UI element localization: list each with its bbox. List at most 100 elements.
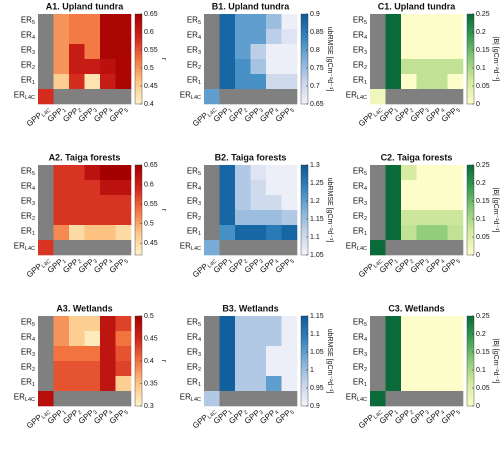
y-label-main: ER [353, 378, 364, 387]
cell [115, 225, 132, 241]
colorbar-tick-label: 0.7 [310, 83, 320, 90]
empty-cell [204, 316, 220, 332]
cell [69, 376, 85, 392]
cell [432, 14, 448, 30]
cell [266, 29, 282, 45]
y-label: ER3 [187, 348, 201, 359]
y-label-main: ER [14, 91, 25, 100]
y-label: ER3 [353, 46, 367, 57]
y-label: ERL4C [180, 393, 201, 404]
y-label-main: ER [353, 363, 364, 372]
cell [115, 29, 132, 45]
y-label: ER5 [21, 167, 35, 178]
empty-cell [250, 391, 267, 407]
empty-cell [38, 14, 54, 30]
cell [219, 14, 236, 30]
y-label: ER4 [21, 182, 35, 193]
y-label-sub: 1 [32, 382, 35, 388]
cell [281, 210, 298, 226]
x-label-sub: 2 [77, 410, 83, 417]
cell [370, 89, 386, 105]
cell [219, 316, 236, 332]
empty-cell [219, 240, 236, 256]
empty-cell [235, 391, 251, 407]
y-label: ERL4C [14, 91, 35, 102]
empty-cell [370, 316, 386, 332]
y-label-sub: 2 [32, 65, 35, 71]
cell [250, 165, 267, 181]
y-label: ERL4C [180, 242, 201, 253]
colorbar-tick-label: 1.2 [310, 198, 320, 205]
cell [385, 210, 402, 226]
cell [115, 59, 132, 75]
x-label-sub: 3 [93, 108, 99, 115]
y-label-sub: 4 [32, 186, 35, 192]
cell [53, 14, 70, 30]
x-label: GPP5 [108, 406, 130, 427]
empty-cell [370, 59, 386, 75]
cell [416, 74, 433, 90]
y-label: ERL4C [14, 242, 35, 253]
cell [219, 361, 236, 377]
empty-cell [447, 240, 464, 256]
y-label: ER4 [187, 333, 201, 344]
empty-cell [401, 391, 417, 407]
cell [281, 180, 298, 196]
y-label-main: ER [21, 182, 32, 191]
y-label: ER4 [353, 182, 367, 193]
empty-cell [370, 331, 386, 347]
empty-cell [385, 391, 402, 407]
y-label-sub: 1 [364, 382, 367, 388]
y-label-main: ER [21, 16, 32, 25]
cell [432, 346, 448, 362]
cell [432, 316, 448, 332]
cell [250, 210, 267, 226]
cell [281, 361, 298, 377]
cell [84, 346, 101, 362]
x-label-sub: 5 [124, 410, 130, 417]
cell [250, 316, 267, 332]
y-label-sub: 4 [198, 35, 201, 41]
x-label-sub: 3 [259, 410, 265, 417]
y-label: ER2 [187, 363, 201, 374]
x-label-sub: 1 [394, 108, 400, 115]
cell [266, 361, 282, 377]
y-label-sub: 2 [364, 216, 367, 222]
cell [53, 376, 70, 392]
colorbar-tick-label: 1.15 [310, 313, 324, 320]
cell [69, 210, 85, 226]
x-label-sub: 4 [440, 108, 446, 115]
cell [53, 165, 70, 181]
colorbar [300, 315, 309, 407]
colorbar-tick-label: 0.15 [476, 47, 490, 54]
cell [69, 331, 85, 347]
panel-title: B1. Upland tundra [212, 1, 290, 11]
y-label-sub: 5 [32, 171, 35, 177]
x-label-sub: L4C [207, 259, 219, 270]
x-label: GPP5 [274, 104, 296, 125]
colorbar-tick-label: 0.1 [476, 216, 486, 223]
y-label-main: ER [353, 212, 364, 221]
y-label-main: ER [21, 378, 32, 387]
y-label-sub: 3 [32, 50, 35, 56]
colorbar-tick-label: 1.3 [310, 162, 320, 169]
cell [219, 74, 236, 90]
empty-cell [204, 195, 220, 211]
empty-cell [204, 346, 220, 362]
cell [69, 165, 85, 181]
cell [432, 361, 448, 377]
cell [401, 180, 417, 196]
y-label-main: ER [21, 318, 32, 327]
empty-cell [204, 44, 220, 60]
cell [100, 376, 116, 392]
x-label-sub: L4C [41, 259, 53, 270]
y-label-sub: L4C [191, 246, 201, 252]
cell [250, 74, 267, 90]
cell [250, 225, 267, 241]
cell [84, 44, 101, 60]
colorbar-tick-label: 1.1 [310, 331, 320, 338]
cell [370, 391, 386, 407]
colorbar-tick-label: 0.55 [144, 47, 158, 54]
x-label-sub: 5 [124, 259, 130, 266]
cell [432, 29, 448, 45]
